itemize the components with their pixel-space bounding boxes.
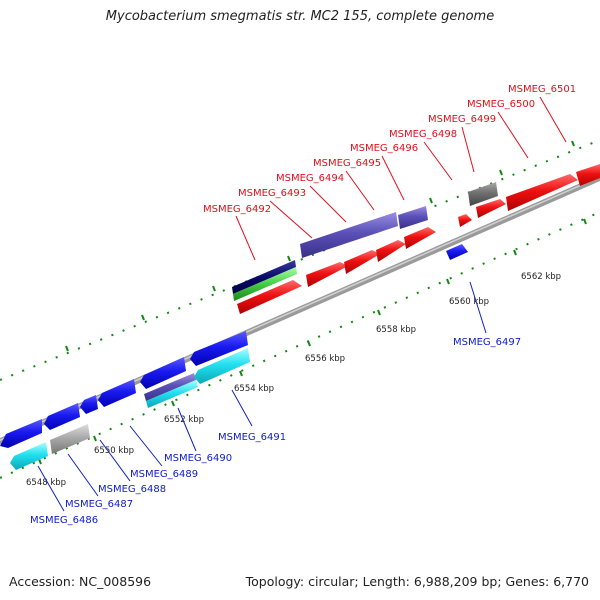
label-MSMEG_6500: MSMEG_6500: [467, 99, 535, 110]
scale-major-ticks: [38, 140, 587, 465]
scale-label-6552: 6552 kbp: [164, 415, 204, 425]
gene-MSMEG_6499[interactable]: [476, 199, 506, 218]
gene-MSMEG_6499-gray[interactable]: [468, 182, 498, 206]
label-MSMEG_6498: MSMEG_6498: [389, 129, 457, 140]
scale-label-6548: 6548 kbp: [26, 478, 66, 488]
gene-MSMEG_6498[interactable]: [458, 214, 472, 227]
scale-ring-inner: [0, 211, 600, 479]
gene-MSMEG_6494-fwd[interactable]: [344, 250, 380, 274]
gene-MSMEG_6495[interactable]: [376, 240, 406, 262]
label-MSMEG_6487: MSMEG_6487: [65, 499, 133, 510]
label-MSMEG_6501: MSMEG_6501: [508, 84, 576, 95]
accession-text: Accession: NC_008596: [9, 574, 152, 589]
label-MSMEG_6488: MSMEG_6488: [98, 484, 166, 495]
gene-MSMEG_6493-fwd[interactable]: [306, 262, 348, 287]
gene-reverse-5[interactable]: [140, 357, 186, 389]
gene-reverse-lav-2[interactable]: [146, 380, 198, 408]
label-MSMEG_6497: MSMEG_6497: [453, 337, 521, 348]
label-MSMEG_6494: MSMEG_6494: [276, 173, 344, 184]
scale-label-6562: 6562 kbp: [521, 272, 561, 282]
map-title: Mycobacterium smegmatis str. MC2 155, co…: [105, 9, 495, 24]
gene-MSMEG_6496[interactable]: [404, 227, 436, 249]
gene-MSMEG_6501[interactable]: [576, 164, 600, 186]
label-MSMEG_6493: MSMEG_6493: [238, 188, 306, 199]
label-MSMEG_6496: MSMEG_6496: [350, 143, 418, 154]
label-MSMEG_6492: MSMEG_6492: [203, 204, 271, 215]
label-MSMEG_6491: MSMEG_6491: [218, 432, 286, 443]
gene-MSMEG_6500[interactable]: [506, 174, 578, 211]
gene-MSMEG_6497[interactable]: [446, 244, 468, 260]
gene-MSMEG_6492-navy[interactable]: [232, 260, 296, 294]
gene-reverse-lav-1[interactable]: [144, 373, 196, 401]
gene-reverse-4[interactable]: [98, 379, 136, 407]
label-MSMEG_6495: MSMEG_6495: [313, 158, 381, 169]
label-MSMEG_6499: MSMEG_6499: [428, 114, 496, 125]
scale-label-6554: 6554 kbp: [234, 384, 274, 394]
scale-label-6556: 6556 kbp: [305, 354, 345, 364]
scale-label-6550: 6550 kbp: [94, 446, 134, 456]
label-MSMEG_6489: MSMEG_6489: [130, 469, 198, 480]
scale-label-6558: 6558 kbp: [376, 325, 416, 335]
gene-reverse-6[interactable]: [190, 331, 248, 366]
gene-reverse-gray-1[interactable]: [50, 424, 90, 454]
gene-reverse-cyan-2[interactable]: [194, 348, 250, 384]
label-MSMEG_6486: MSMEG_6486: [30, 515, 98, 526]
genome-summary-text: Topology: circular; Length: 6,988,209 bp…: [245, 574, 589, 589]
gene-reverse-3[interactable]: [80, 395, 98, 414]
gene-reverse-1[interactable]: [0, 419, 42, 448]
gene-reverse-cyan-1[interactable]: [10, 442, 48, 470]
scale-label-6560: 6560 kbp: [449, 297, 489, 307]
gene-MSMEG_6492[interactable]: [237, 280, 302, 314]
gene-MSMEG_6493[interactable]: [300, 212, 398, 258]
gene-MSMEG_6494[interactable]: [398, 206, 428, 229]
gene-MSMEG_6492-green[interactable]: [233, 267, 297, 301]
gene-reverse-2[interactable]: [44, 403, 80, 430]
upper-leader-lines: [235, 96, 567, 261]
lower-leader-lines: [37, 281, 487, 512]
label-MSMEG_6490: MSMEG_6490: [164, 453, 232, 464]
